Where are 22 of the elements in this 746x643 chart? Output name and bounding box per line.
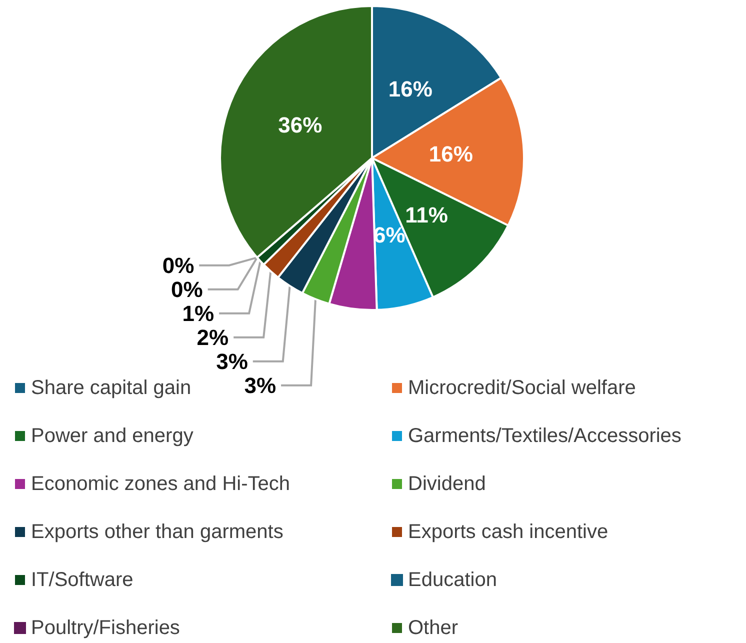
data-label: 16% <box>428 142 473 167</box>
legend-label: Dividend <box>408 473 486 495</box>
data-label: 16% <box>388 76 432 102</box>
legend-label: Microcredit/Social welfare <box>408 377 636 399</box>
legend-label: Share capital gain <box>31 377 192 399</box>
legend-label: Economic zones and Hi-Tech <box>31 473 290 495</box>
legend-label: Exports cash incentive <box>408 521 608 543</box>
text: 0% <box>171 276 203 302</box>
legend-label: Exports other than garments <box>31 521 284 543</box>
text: 0% <box>162 252 194 278</box>
data-label: 11% <box>405 202 448 228</box>
legend-label: Poultry/Fisheries <box>31 617 180 639</box>
data-label: 36% <box>278 112 322 138</box>
data-label: 3% <box>216 348 248 374</box>
legend-label: IT/Software <box>31 569 134 591</box>
legend-label: Garments/Textiles/Accessories <box>408 425 682 447</box>
legend-label: Power and energy <box>31 425 194 447</box>
legend-label: Other <box>408 617 458 639</box>
data-label: 1% <box>182 300 214 326</box>
data-label: 3% <box>244 372 276 398</box>
data-label: 2% <box>196 324 229 350</box>
legend-label: Education <box>408 569 497 591</box>
